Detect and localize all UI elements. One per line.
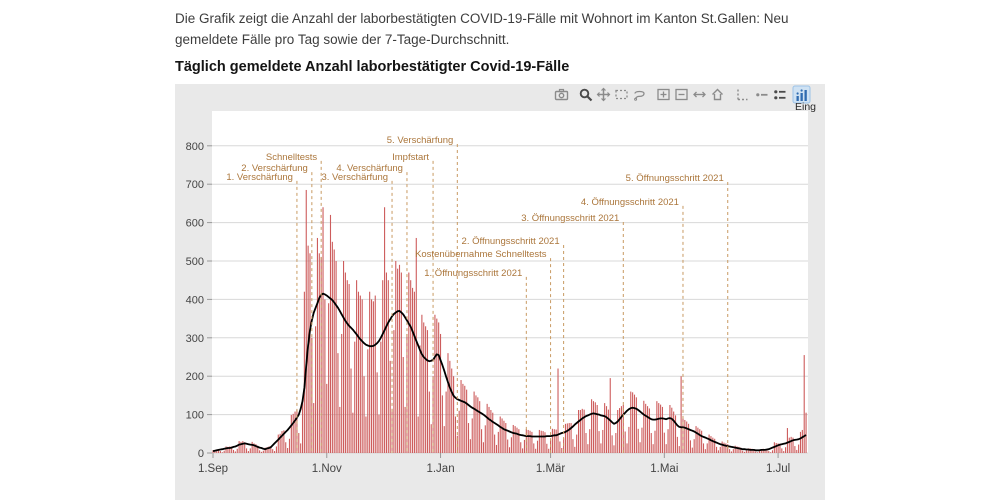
reset-home-icon[interactable] (712, 88, 723, 101)
y-tick-label: 200 (186, 371, 204, 383)
lasso-select-icon[interactable] (634, 90, 645, 101)
x-tick-label: 1.Mai (650, 463, 678, 475)
toggle-spikelines-icon[interactable] (737, 89, 748, 101)
zoom-icon[interactable] (579, 88, 593, 102)
annotation-label: 1. Verschärfung (226, 172, 293, 183)
x-tick-label: 1.Sep (198, 463, 228, 475)
camera-icon[interactable] (554, 88, 569, 101)
intro-text: Die Grafik zeigt die Anzahl der laborbes… (175, 8, 875, 50)
annotation-label: 4. Öffnungsschritt 2021 (581, 197, 679, 208)
box-select-icon[interactable] (615, 89, 628, 100)
y-tick-label: 600 (186, 218, 204, 230)
page-title: Täglich gemeldete Anzahl laborbestätigte… (175, 59, 570, 75)
modebar-tooltip-text: Eing (795, 101, 817, 113)
y-tick-label: 400 (186, 294, 204, 306)
plotly-logo-icon[interactable] (792, 85, 811, 104)
zoom-in-icon[interactable] (657, 88, 670, 101)
y-tick-label: 500 (186, 256, 204, 268)
annotation-label: 5. Öffnungsschritt 2021 (626, 173, 724, 184)
seven-day-average-line (212, 292, 807, 452)
annotation-label: 5. Verschärfung (387, 135, 454, 146)
zoom-out-icon[interactable] (675, 88, 688, 101)
x-tick-label: 1.Mär (536, 463, 566, 475)
intro-line-1: Die Grafik zeigt die Anzahl der laborbes… (175, 11, 789, 26)
y-tick-label: 300 (186, 333, 204, 345)
x-tick-label: 1.Jul (766, 463, 790, 475)
annotation-label: 2. Verschärfung (241, 163, 308, 174)
hover-compare-icon[interactable] (774, 90, 786, 100)
annotation-label: 1. Öffnungsschritt 2021 (424, 268, 522, 279)
annotation-label: 4. Verschärfung (336, 163, 403, 174)
x-tick-label: 1.Nov (312, 463, 342, 475)
annotation-label: Kostenübernahme Schnelltests (415, 249, 547, 260)
pan-icon[interactable] (596, 87, 611, 102)
hover-closest-icon[interactable] (756, 93, 768, 97)
annotation-label: 3. Verschärfung (321, 172, 388, 183)
annotation-label: 3. Öffnungsschritt 2021 (521, 213, 619, 224)
annotation-label: Schnelltests (266, 152, 317, 163)
intro-line-2: gemeldete Fälle pro Tag sowie der 7-Tage… (175, 32, 510, 47)
chart-container: 0 100 200 300 400 500 600 700 800 1.Sep 1.Nov 1.Jan… (175, 84, 825, 500)
chart-canvas[interactable]: 0 100 200 300 400 500 600 700 800 1.Sep 1.Nov 1.Jan… (175, 84, 825, 500)
y-tick-label: 700 (186, 179, 204, 191)
x-tick-label: 1.Jan (426, 463, 454, 475)
y-tick-label: 0 (198, 448, 204, 460)
y-tick-label: 800 (186, 141, 204, 153)
annotation-label: Impfstart (392, 152, 429, 163)
autoscale-icon[interactable] (693, 91, 706, 98)
y-tick-label: 100 (186, 410, 204, 422)
annotation-label: 2. Öffnungsschritt 2021 (462, 236, 560, 247)
